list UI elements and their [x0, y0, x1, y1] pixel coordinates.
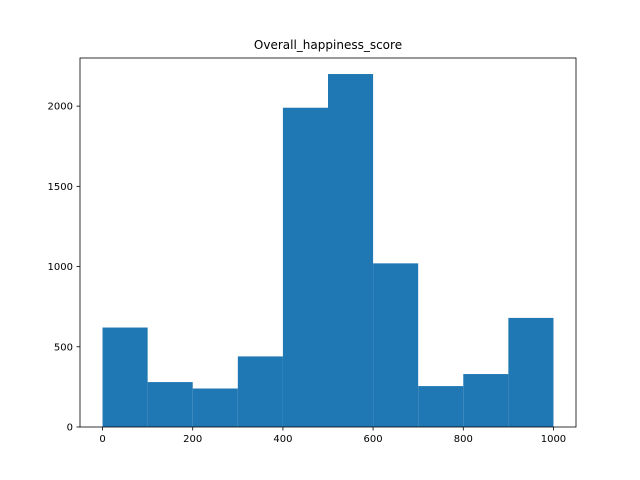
plot-frame — [79, 57, 577, 428]
x-axis-ticks: 0 200 400 600 800 1000 — [99, 427, 566, 445]
histogram-bar — [102, 327, 148, 427]
histogram-bar — [147, 382, 193, 427]
x-tick-label: 400 — [273, 434, 292, 445]
x-tick-label: 800 — [454, 434, 473, 445]
chart-title: Overall_happiness_score — [254, 38, 402, 52]
histogram-bar — [508, 317, 554, 427]
x-tick-label: 600 — [364, 434, 383, 445]
y-tick-label: 0 — [67, 423, 73, 434]
histogram-bar — [328, 74, 374, 427]
x-tick-label: 200 — [183, 434, 202, 445]
histogram-bar — [418, 386, 464, 427]
y-axis-ticks: 0 500 1000 1500 2000 — [48, 102, 80, 434]
histogram-bar — [282, 107, 328, 428]
x-tick-label: 1000 — [541, 434, 566, 445]
histogram-bar — [237, 356, 283, 427]
y-tick-label: 1000 — [48, 262, 73, 273]
x-tick-label: 0 — [99, 434, 105, 445]
histogram-bar — [373, 263, 419, 427]
y-tick-label: 500 — [54, 342, 73, 353]
histogram-bar — [463, 374, 509, 427]
y-tick-label: 1500 — [48, 182, 73, 193]
bars-group — [102, 74, 554, 428]
y-tick-label: 2000 — [48, 102, 73, 113]
histogram-bar — [192, 388, 238, 427]
